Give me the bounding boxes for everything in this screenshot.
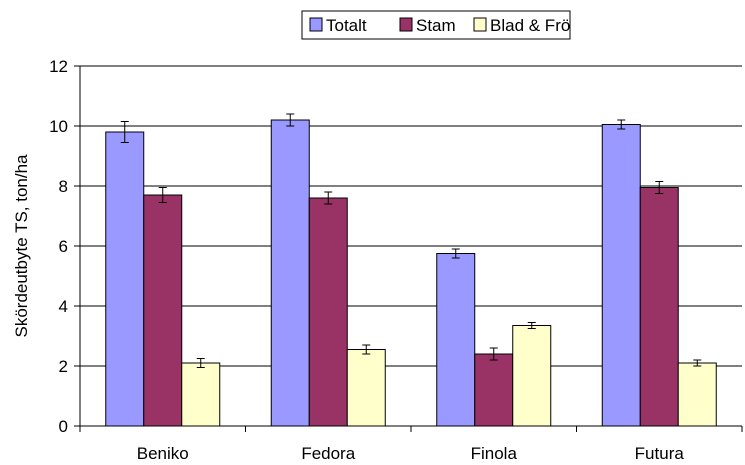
y-tick-label: 0	[59, 417, 68, 436]
bar-blad-fr-	[346, 349, 386, 427]
legend-swatch	[473, 17, 487, 32]
bar-totalt	[601, 124, 641, 427]
bar-blad-fr-	[677, 362, 717, 427]
bar-stam	[474, 353, 514, 427]
legend-swatch	[309, 17, 323, 32]
y-tick-label: 10	[49, 117, 68, 136]
bar-blad-fr-	[181, 362, 221, 427]
x-tick-label: Finola	[471, 444, 518, 463]
bar-blad-fr-	[512, 325, 552, 427]
y-tick-label: 8	[59, 177, 68, 196]
legend-swatch	[399, 17, 413, 32]
legend-label: Stam	[416, 16, 456, 35]
bar-totalt	[270, 119, 310, 427]
y-tick-label: 6	[59, 237, 68, 256]
bar-stam	[143, 194, 183, 427]
bar-stam	[639, 187, 679, 427]
axes: 0 2 4 6 8 10 12 Beniko Fedora Finola Futura	[49, 57, 743, 463]
legend-label: Blad & Frö	[490, 16, 570, 35]
x-tick-label: Fedora	[301, 444, 355, 463]
legend-label: Totalt	[326, 16, 367, 35]
x-tick-label: Futura	[635, 444, 685, 463]
bar-stam	[308, 197, 348, 427]
legend: Totalt Stam Blad & Frö	[301, 10, 571, 40]
y-tick-label: 12	[49, 57, 68, 76]
bars	[105, 119, 717, 427]
bar-totalt	[436, 253, 476, 427]
y-axis-title: Skördeutbyte TS, ton/ha	[12, 154, 31, 338]
y-tick-label: 2	[59, 357, 68, 376]
error-bars	[120, 113, 702, 368]
x-tick-label: Beniko	[137, 444, 189, 463]
bar-totalt	[105, 131, 145, 427]
y-tick-label: 4	[59, 297, 68, 316]
legend-box	[301, 10, 571, 40]
